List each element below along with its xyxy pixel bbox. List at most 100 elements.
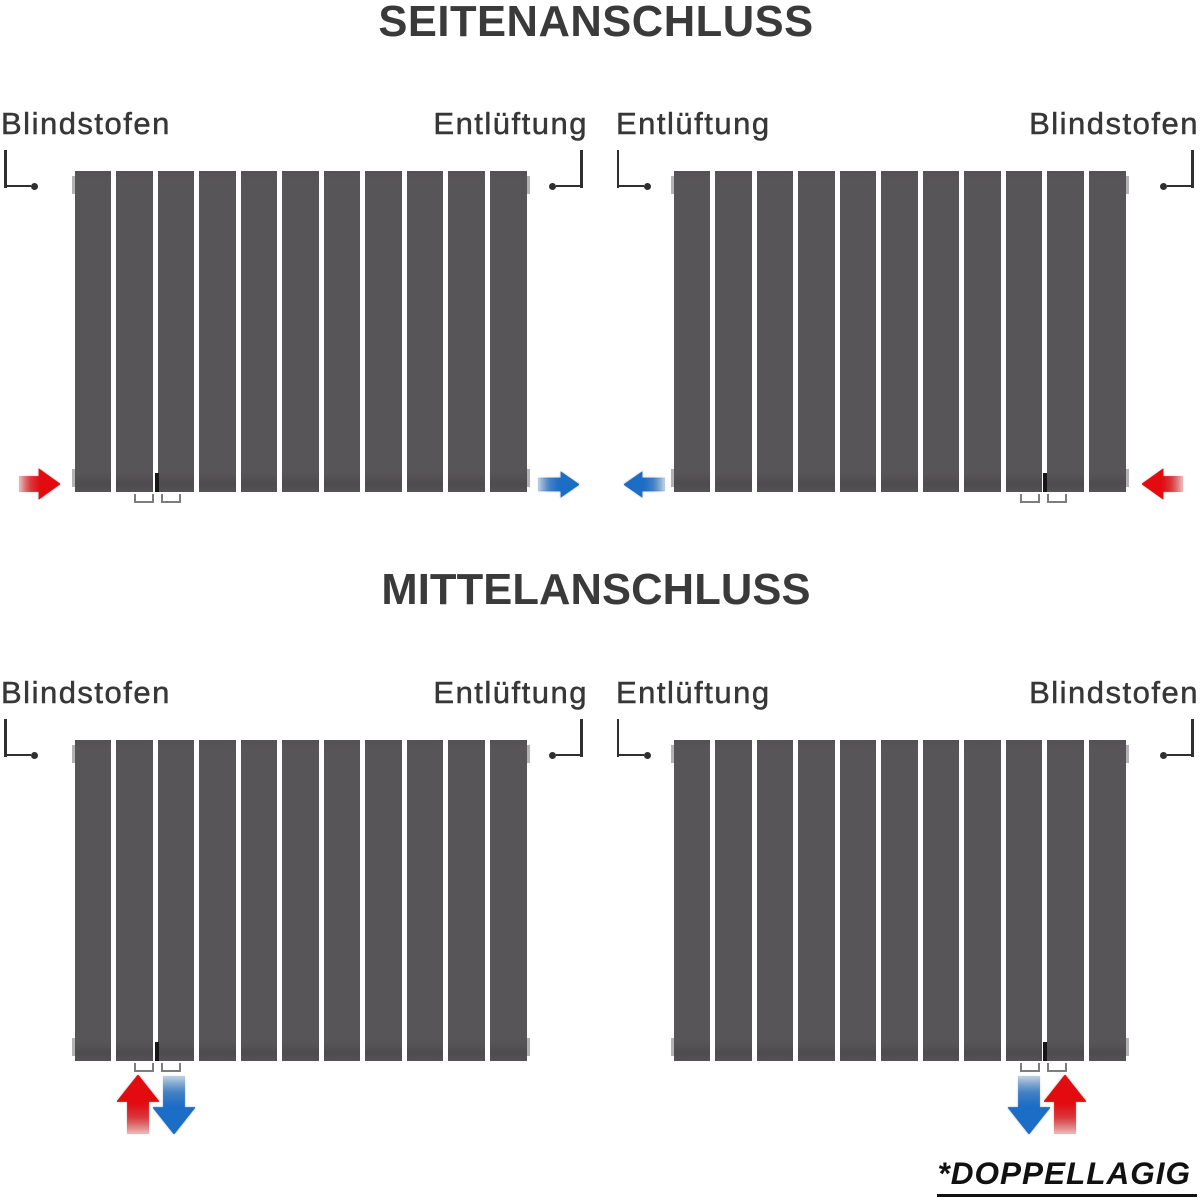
radiator-panel [673, 171, 711, 492]
connection-stub [133, 494, 154, 503]
leader-line-entlueftung-top-right-radiator [616, 150, 651, 190]
wall-bracket-icon [1125, 175, 1129, 194]
wall-bracket-icon [526, 469, 530, 487]
radiator-panel [489, 740, 527, 1061]
radiator-panels [673, 171, 1126, 492]
radiator-panel [964, 740, 1001, 1061]
connection-stub [160, 1063, 181, 1072]
section-title-seitenanschluss: SEITENANSCHLUSS [378, 0, 814, 46]
radiator-panel [116, 171, 153, 492]
radiator-panel [1047, 740, 1084, 1061]
radiator-panel [323, 740, 361, 1061]
leader-dot [31, 182, 38, 190]
radiator-panel [323, 171, 361, 492]
connection-stub [133, 1063, 154, 1072]
connection-stub [1046, 494, 1067, 503]
label-entlueftung-bottom-left-radiator: Entlüftung [433, 675, 588, 710]
radiator-panel [406, 171, 444, 492]
wall-bracket-icon [670, 744, 674, 763]
connection-tick [155, 473, 159, 492]
section-title-mittelanschluss: MITTELANSCHLUSS [381, 565, 811, 614]
radiator-panel [282, 740, 319, 1061]
radiator-panels [74, 171, 527, 492]
leader-dot [643, 182, 651, 190]
radiator-panel [798, 171, 835, 492]
radiator-panel [839, 740, 877, 1061]
radiator-panel [282, 171, 319, 492]
radiator-bottom-right [670, 740, 1129, 1072]
leader-line-entlueftung-bottom-left-radiator [548, 719, 583, 759]
label-entlueftung-bottom-right-radiator: Entlüftung [616, 675, 771, 710]
leader-line-entlueftung-top-left-radiator [548, 150, 583, 190]
label-blindstofen-top-right: Blindstofen [1029, 106, 1199, 141]
outlet-arrow-blue-right-icon [537, 470, 579, 498]
connection-tick [155, 1042, 159, 1061]
outlet-arrow-blue-down-icon [153, 1076, 195, 1134]
radiator-panels [673, 740, 1126, 1061]
radiator-panel [240, 171, 278, 492]
radiator-panels [74, 740, 527, 1061]
radiator-panel [489, 171, 527, 492]
connection-stub [1046, 1063, 1067, 1072]
wall-bracket-icon [1125, 469, 1129, 487]
wall-bracket-icon [71, 1038, 75, 1056]
footnote-doppellagig: *DOPPELLAGIG [937, 1157, 1197, 1197]
wall-bracket-icon [670, 469, 674, 487]
radiator-panel [881, 171, 918, 492]
label-entlueftung-top-right-radiator: Entlüftung [616, 106, 771, 141]
radiator-panel [199, 740, 236, 1061]
radiator-panel [157, 740, 195, 1061]
leader-dot [548, 182, 556, 190]
connection-stub [1019, 1063, 1040, 1072]
leader-dot [1160, 182, 1167, 190]
wall-bracket-icon [1125, 744, 1129, 763]
outlet-arrow-blue-down-icon [1007, 1076, 1050, 1134]
radiator-bottom-left [71, 740, 530, 1072]
leader-dot [1160, 751, 1167, 759]
radiator-panel [1005, 171, 1043, 492]
radiator-panel [365, 740, 402, 1061]
wall-bracket-icon [670, 1038, 674, 1056]
wall-bracket-icon [526, 744, 530, 763]
outlet-arrow-blue-left-icon [623, 470, 665, 498]
radiator-panel [1088, 171, 1126, 492]
label-blindstofen-bottom-right: Blindstofen [1029, 675, 1199, 710]
label-entlueftung-top-left-radiator: Entlüftung [433, 106, 588, 141]
radiator-panel [74, 740, 112, 1061]
leader-line-entlueftung-bottom-right-radiator [616, 719, 651, 759]
leader-line-blindstofen-bottom-right [1160, 719, 1194, 759]
leader-line-blindstofen-top-right [1160, 150, 1194, 190]
radiator-panel [756, 171, 794, 492]
leader-dot [31, 751, 38, 759]
radiator-panel [922, 171, 960, 492]
wall-bracket-icon [670, 175, 674, 194]
leader-dot [643, 751, 651, 759]
wall-bracket-icon [1125, 1038, 1129, 1056]
radiator-panel [1047, 171, 1084, 492]
wall-bracket-icon [526, 1038, 530, 1056]
wall-bracket-icon [71, 744, 75, 763]
radiator-panel [839, 171, 877, 492]
radiator-panel [1005, 740, 1043, 1061]
radiator-panel [756, 740, 794, 1061]
radiator-panel [673, 740, 711, 1061]
radiator-panel [881, 740, 918, 1061]
leader-line-blindstofen-top-left [4, 150, 38, 190]
radiator-panel [199, 171, 236, 492]
label-blindstofen-bottom-left: Blindstofen [1, 675, 171, 710]
radiator-panel [406, 740, 444, 1061]
leader-line-blindstofen-bottom-left [4, 719, 38, 759]
radiator-panel [240, 740, 278, 1061]
inlet-arrow-red-up-icon [1044, 1074, 1086, 1134]
connection-tick [1042, 1042, 1047, 1061]
radiator-panel [116, 740, 153, 1061]
connection-tick [1042, 473, 1047, 492]
radiator-panel [448, 171, 485, 492]
radiator-panel [964, 171, 1001, 492]
radiator-panel [74, 171, 112, 492]
radiator-panel [715, 740, 752, 1061]
radiator-panel [922, 740, 960, 1061]
inlet-arrow-red-up-icon [117, 1074, 159, 1134]
inlet-arrow-red-left-icon [1141, 468, 1183, 500]
